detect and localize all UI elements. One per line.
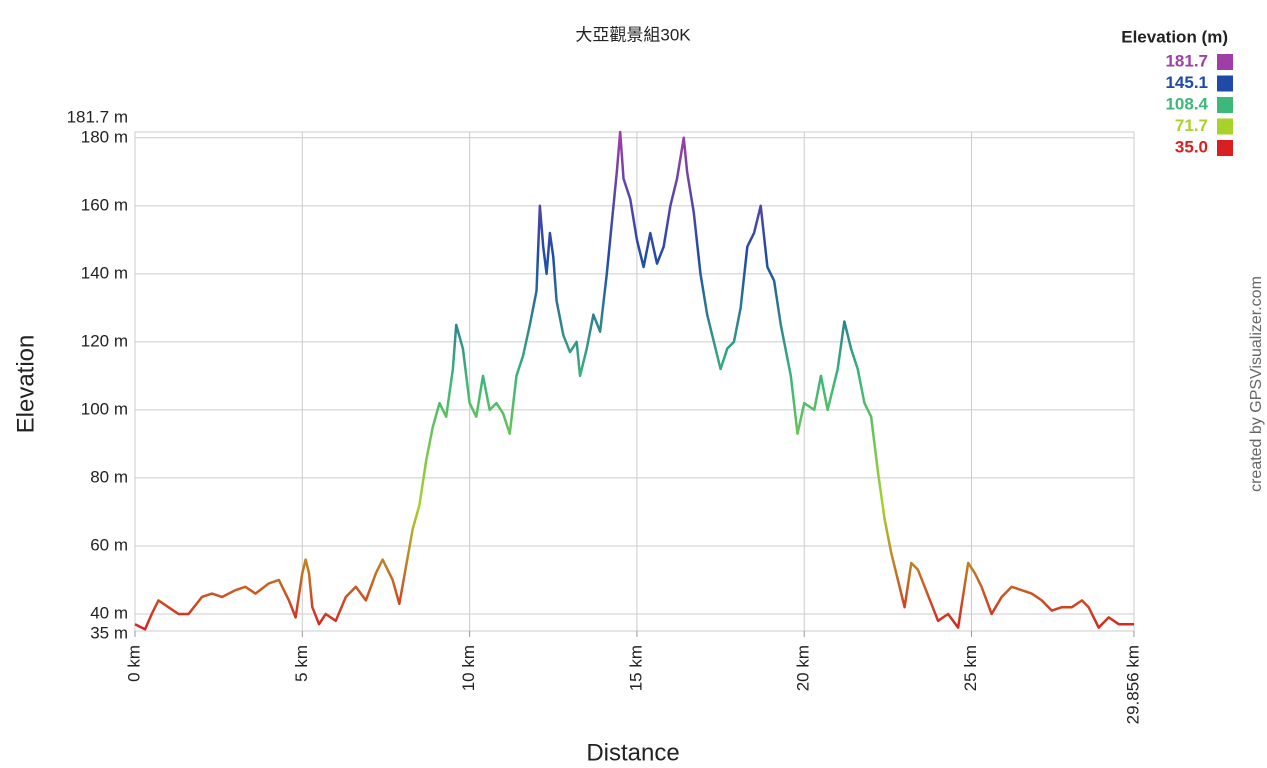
- x-tick-label: 20 km: [794, 645, 813, 691]
- legend-label: 181.7: [1165, 51, 1208, 70]
- x-tick-label: 25 km: [961, 645, 980, 691]
- y-tick-label: 120 m: [81, 331, 128, 350]
- plot-frame: [134, 131, 1135, 632]
- x-tick-label: 5 km: [292, 645, 311, 682]
- y-tick-label: 160 m: [81, 195, 128, 214]
- elevation-line: [134, 130, 1134, 631]
- y-tick-label: 181.7 m: [67, 107, 128, 126]
- x-tick-label: 0 km: [124, 645, 143, 682]
- legend-label: 71.7: [1175, 116, 1208, 135]
- x-tick-label: 10 km: [459, 645, 478, 691]
- legend-label: 145.1: [1165, 73, 1208, 92]
- legend-label: 108.4: [1165, 94, 1208, 113]
- legend-swatch: [1217, 97, 1233, 113]
- legend-swatch: [1217, 118, 1233, 135]
- watermark: created by GPSVisualizer.com: [1248, 276, 1265, 492]
- legend-label: 35.0: [1175, 137, 1208, 156]
- y-tick-label: 60 m: [90, 535, 128, 554]
- x-tick-label: 29.856 km: [1123, 645, 1142, 724]
- x-tick-label: 15 km: [626, 645, 645, 691]
- x-axis-label: Distance: [586, 739, 679, 766]
- y-tick-label: 140 m: [81, 263, 128, 282]
- y-tick-label: 100 m: [81, 399, 128, 418]
- y-tick-label: 180 m: [81, 127, 128, 146]
- chart-title: 大亞觀景組30K: [575, 25, 691, 44]
- y-tick-label: 35 m: [90, 623, 128, 642]
- legend-swatch: [1217, 75, 1233, 92]
- y-axis-label: Elevation: [12, 335, 39, 434]
- y-tick-label: 40 m: [90, 603, 128, 622]
- legend-title: Elevation (m): [1121, 27, 1228, 46]
- legend-swatch: [1217, 140, 1233, 156]
- legend-swatch: [1217, 54, 1233, 70]
- y-tick-label: 80 m: [90, 467, 128, 486]
